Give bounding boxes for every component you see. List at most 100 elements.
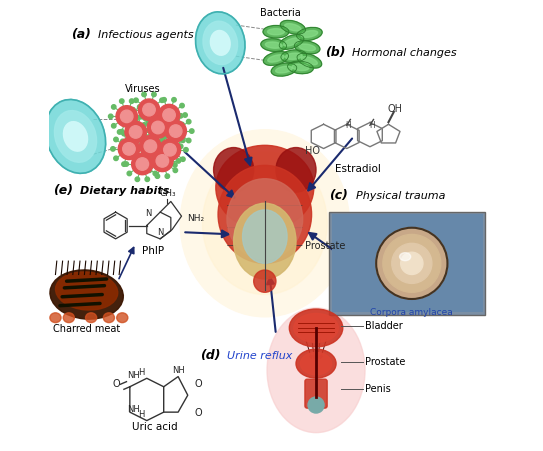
Circle shape	[124, 162, 129, 166]
Circle shape	[176, 159, 181, 163]
Text: Prostate: Prostate	[365, 357, 406, 367]
Text: (c): (c)	[330, 189, 348, 202]
Ellipse shape	[400, 253, 411, 261]
Circle shape	[155, 143, 160, 148]
Circle shape	[151, 110, 155, 115]
Ellipse shape	[296, 349, 336, 378]
Text: H: H	[138, 410, 145, 419]
Circle shape	[143, 116, 147, 120]
Circle shape	[156, 155, 169, 167]
Text: NH₂: NH₂	[187, 215, 204, 224]
Circle shape	[184, 147, 188, 152]
Text: (a): (a)	[71, 28, 91, 41]
Circle shape	[165, 143, 169, 148]
Circle shape	[168, 144, 173, 148]
Circle shape	[181, 157, 185, 161]
Circle shape	[135, 153, 140, 158]
Circle shape	[119, 99, 124, 103]
Circle shape	[145, 147, 149, 151]
Text: Penis: Penis	[365, 384, 391, 394]
Ellipse shape	[203, 152, 327, 295]
Text: H: H	[369, 120, 375, 129]
Ellipse shape	[283, 38, 300, 46]
Circle shape	[383, 235, 441, 292]
Ellipse shape	[261, 39, 287, 51]
Text: Charred meat: Charred meat	[53, 324, 120, 334]
Circle shape	[181, 138, 185, 143]
Text: HO: HO	[305, 146, 319, 156]
Ellipse shape	[285, 53, 302, 60]
Text: Corpora amylacea: Corpora amylacea	[370, 308, 453, 318]
Circle shape	[122, 131, 126, 136]
Circle shape	[140, 156, 144, 161]
Circle shape	[138, 99, 160, 120]
Ellipse shape	[299, 44, 315, 51]
Ellipse shape	[263, 26, 289, 38]
Ellipse shape	[296, 28, 322, 41]
Circle shape	[111, 124, 116, 128]
Circle shape	[129, 126, 142, 138]
Circle shape	[144, 159, 149, 163]
Text: (e): (e)	[53, 184, 73, 198]
Ellipse shape	[64, 122, 87, 151]
Text: N: N	[157, 228, 163, 237]
Text: Viruses: Viruses	[124, 84, 160, 94]
Circle shape	[161, 141, 165, 145]
Circle shape	[143, 159, 148, 164]
Circle shape	[161, 110, 165, 115]
Circle shape	[155, 138, 159, 143]
Text: CH₃: CH₃	[160, 189, 176, 198]
Circle shape	[162, 128, 166, 133]
Circle shape	[116, 106, 137, 127]
Circle shape	[308, 397, 324, 413]
Circle shape	[132, 144, 136, 148]
Circle shape	[153, 171, 157, 176]
Circle shape	[160, 117, 164, 121]
Text: OH: OH	[388, 104, 403, 114]
Circle shape	[190, 129, 194, 133]
Ellipse shape	[301, 56, 318, 65]
Circle shape	[162, 97, 166, 102]
Text: O: O	[194, 379, 201, 389]
Circle shape	[168, 114, 173, 118]
Circle shape	[123, 143, 135, 155]
Text: Bladder: Bladder	[365, 321, 403, 331]
Circle shape	[113, 137, 118, 142]
Circle shape	[160, 98, 164, 102]
Circle shape	[140, 135, 161, 157]
Circle shape	[138, 115, 143, 119]
Ellipse shape	[86, 313, 97, 322]
Ellipse shape	[243, 210, 287, 263]
Ellipse shape	[281, 50, 307, 63]
Circle shape	[136, 158, 149, 170]
Ellipse shape	[254, 270, 276, 292]
Circle shape	[165, 120, 186, 142]
Circle shape	[173, 163, 177, 167]
Ellipse shape	[46, 100, 106, 173]
Circle shape	[163, 163, 167, 167]
Ellipse shape	[276, 147, 316, 192]
Circle shape	[154, 122, 159, 127]
Circle shape	[144, 140, 156, 152]
Circle shape	[151, 113, 155, 117]
Circle shape	[163, 107, 167, 112]
Ellipse shape	[203, 21, 238, 64]
Circle shape	[147, 149, 151, 154]
Ellipse shape	[233, 203, 296, 279]
Text: N: N	[145, 209, 151, 218]
Ellipse shape	[63, 313, 74, 322]
Circle shape	[180, 103, 184, 108]
Circle shape	[392, 244, 432, 283]
Text: PhIP: PhIP	[142, 246, 165, 257]
Circle shape	[151, 121, 164, 134]
Text: O: O	[112, 379, 120, 389]
Circle shape	[117, 130, 122, 134]
Circle shape	[156, 162, 161, 166]
Circle shape	[161, 138, 165, 143]
Circle shape	[179, 144, 183, 148]
Circle shape	[164, 144, 169, 148]
Ellipse shape	[50, 313, 61, 322]
Circle shape	[129, 145, 133, 149]
Circle shape	[113, 156, 118, 161]
Circle shape	[135, 134, 140, 139]
